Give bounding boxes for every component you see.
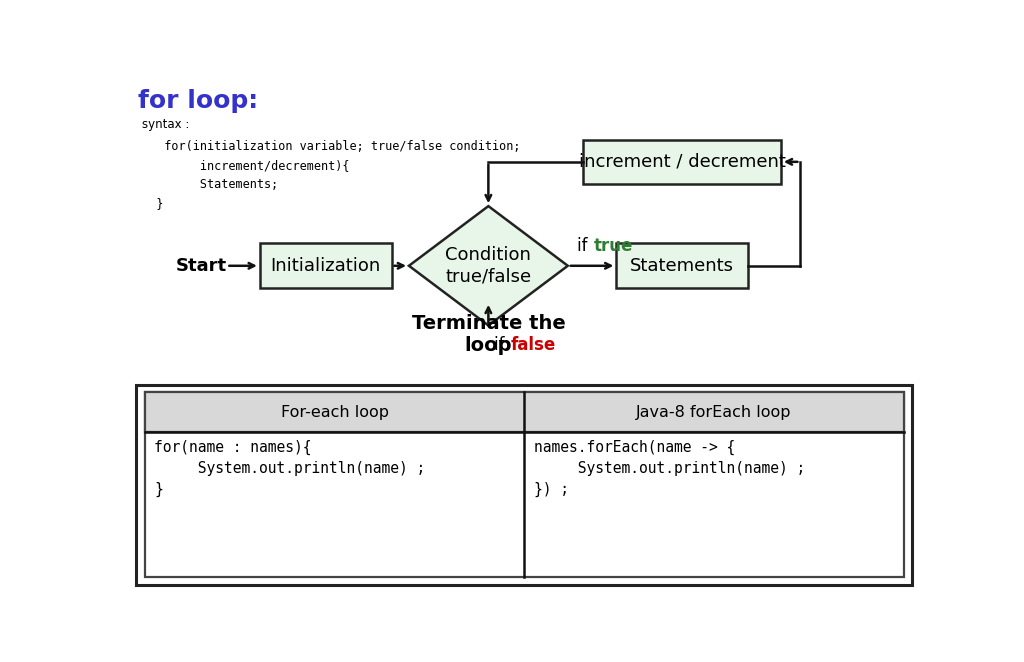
Bar [136, 385, 912, 585]
Text: if: if [578, 237, 593, 255]
Text: for(initialization variable; true/false condition;: for(initialization variable; true/false … [150, 140, 520, 152]
Text: names.forEach(name -> {
     System.out.println(name) ;
}) ;: names.forEach(name -> { System.out.print… [534, 440, 805, 497]
Polygon shape [409, 206, 568, 326]
Bar [260, 244, 391, 288]
Text: increment / decrement: increment / decrement [579, 153, 785, 171]
Text: Start: Start [176, 257, 227, 275]
Bar [145, 392, 904, 577]
Text: Condition
true/false: Condition true/false [445, 246, 531, 285]
Text: for loop:: for loop: [138, 89, 258, 113]
Bar [145, 392, 904, 432]
Text: Statements: Statements [630, 257, 734, 275]
Text: true: true [594, 237, 634, 255]
Text: }: } [142, 197, 163, 211]
Text: Initialization: Initialization [270, 257, 381, 275]
Bar [584, 140, 781, 184]
Text: Terminate the
loop: Terminate the loop [412, 314, 565, 355]
Text: syntax :: syntax : [142, 118, 189, 131]
Text: for(name : names){
     System.out.println(name) ;
}: for(name : names){ System.out.println(na… [155, 440, 426, 497]
Text: For-each loop: For-each loop [281, 404, 389, 420]
Text: false: false [511, 336, 556, 354]
Bar [616, 244, 748, 288]
Text: Java-8 forEach loop: Java-8 forEach loop [636, 404, 792, 420]
Text: increment/decrement){: increment/decrement){ [150, 159, 349, 171]
Text: if: if [494, 336, 510, 354]
Text: Statements;: Statements; [150, 178, 278, 191]
